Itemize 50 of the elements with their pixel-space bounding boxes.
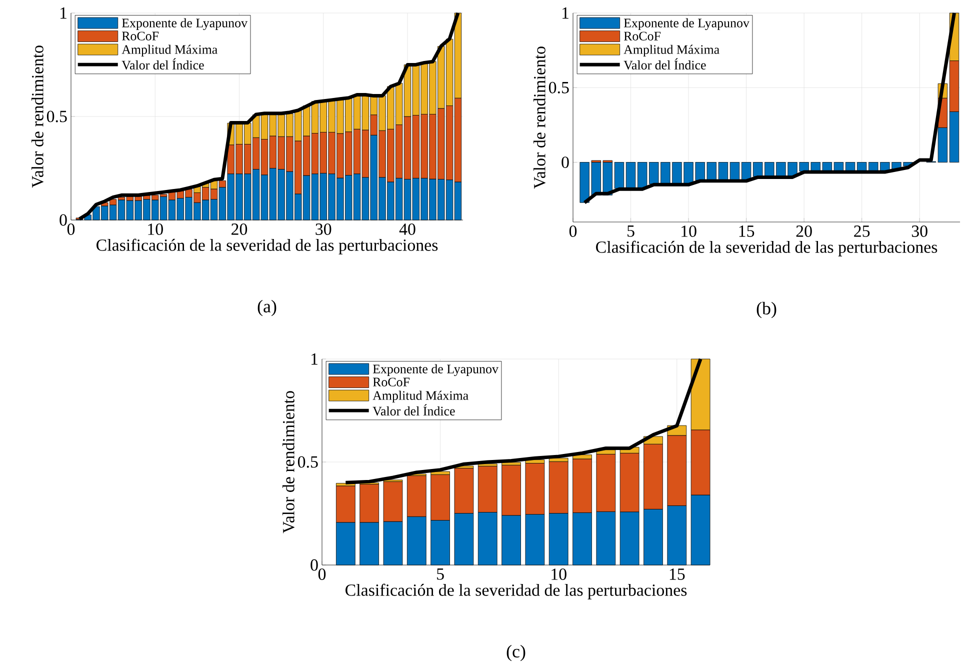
x-axis-title: Clasificación de la severidad de las perturbaciones	[96, 238, 438, 254]
text: (b)	[756, 302, 776, 318]
y-tick-label: 0	[562, 156, 569, 168]
legend-label: Exponente de Lyapunov	[122, 18, 248, 30]
x-tick-label: 20	[796, 226, 812, 237]
legend-label: Amplitud Máxima	[122, 44, 218, 57]
legend-label: RoCoF	[122, 32, 159, 40]
x-tick-label: 0	[318, 568, 326, 580]
x-tick-label: 0	[569, 226, 577, 237]
x-tick-label: 30	[316, 224, 332, 235]
text: (a)	[258, 300, 276, 316]
y-tick-label: 1	[60, 7, 66, 19]
y-tick-label: 0.5	[298, 456, 318, 468]
x-tick-label: 15	[670, 568, 685, 580]
x-tick-label: 10	[682, 226, 696, 237]
legend-label: Valor del Índice	[122, 58, 204, 70]
y-tick-label: 0	[60, 214, 67, 226]
x-tick-label: 0	[67, 224, 75, 235]
y-axis-title: Valor de rendimiento	[533, 46, 546, 189]
x-tick-label: 15	[739, 226, 754, 237]
x-axis-title: Clasificación de la severidad de las perturbaciones	[346, 584, 687, 600]
x-tick-label: 5	[628, 226, 634, 237]
x-tick-label: 30	[912, 226, 928, 237]
legend-label: Amplitud Máxima	[372, 390, 468, 403]
x-tick-label: 40	[399, 224, 416, 235]
legend-label: RoCoF	[372, 378, 410, 386]
bar	[614, 162, 624, 189]
bar	[730, 162, 740, 180]
legend-label: Valor del Índice	[372, 404, 455, 416]
y-tick-label: 0	[310, 559, 318, 571]
y-axis-title: Valor de rendimiento	[282, 391, 294, 534]
x-axis-title: Clasificación de la severidad de las perturbaciones	[596, 240, 938, 256]
bar	[626, 162, 636, 189]
bar	[741, 162, 752, 180]
legend-label: Valor del Índice	[624, 58, 706, 70]
x-tick-label: 20	[232, 224, 248, 235]
legend-label: RoCoF	[624, 32, 661, 40]
x-tick-label: 10	[148, 224, 163, 235]
y-tick-label: 0.5	[46, 110, 67, 122]
y-tick-label: 1	[562, 7, 568, 19]
y-tick-label: 0.5	[548, 82, 569, 94]
text: (c)	[506, 644, 526, 662]
x-tick-label: 25	[854, 226, 870, 237]
x-tick-label: 10	[552, 568, 566, 580]
legend-label: Exponente de Lyapunov	[372, 364, 498, 376]
legend-label: Amplitud Máxima	[624, 44, 720, 57]
legend-label: Exponente de Lyapunov	[624, 18, 750, 30]
y-tick-label: 1	[312, 353, 318, 365]
x-tick-label: 5	[437, 568, 444, 580]
y-axis-title: Valor de rendimiento	[31, 46, 44, 188]
